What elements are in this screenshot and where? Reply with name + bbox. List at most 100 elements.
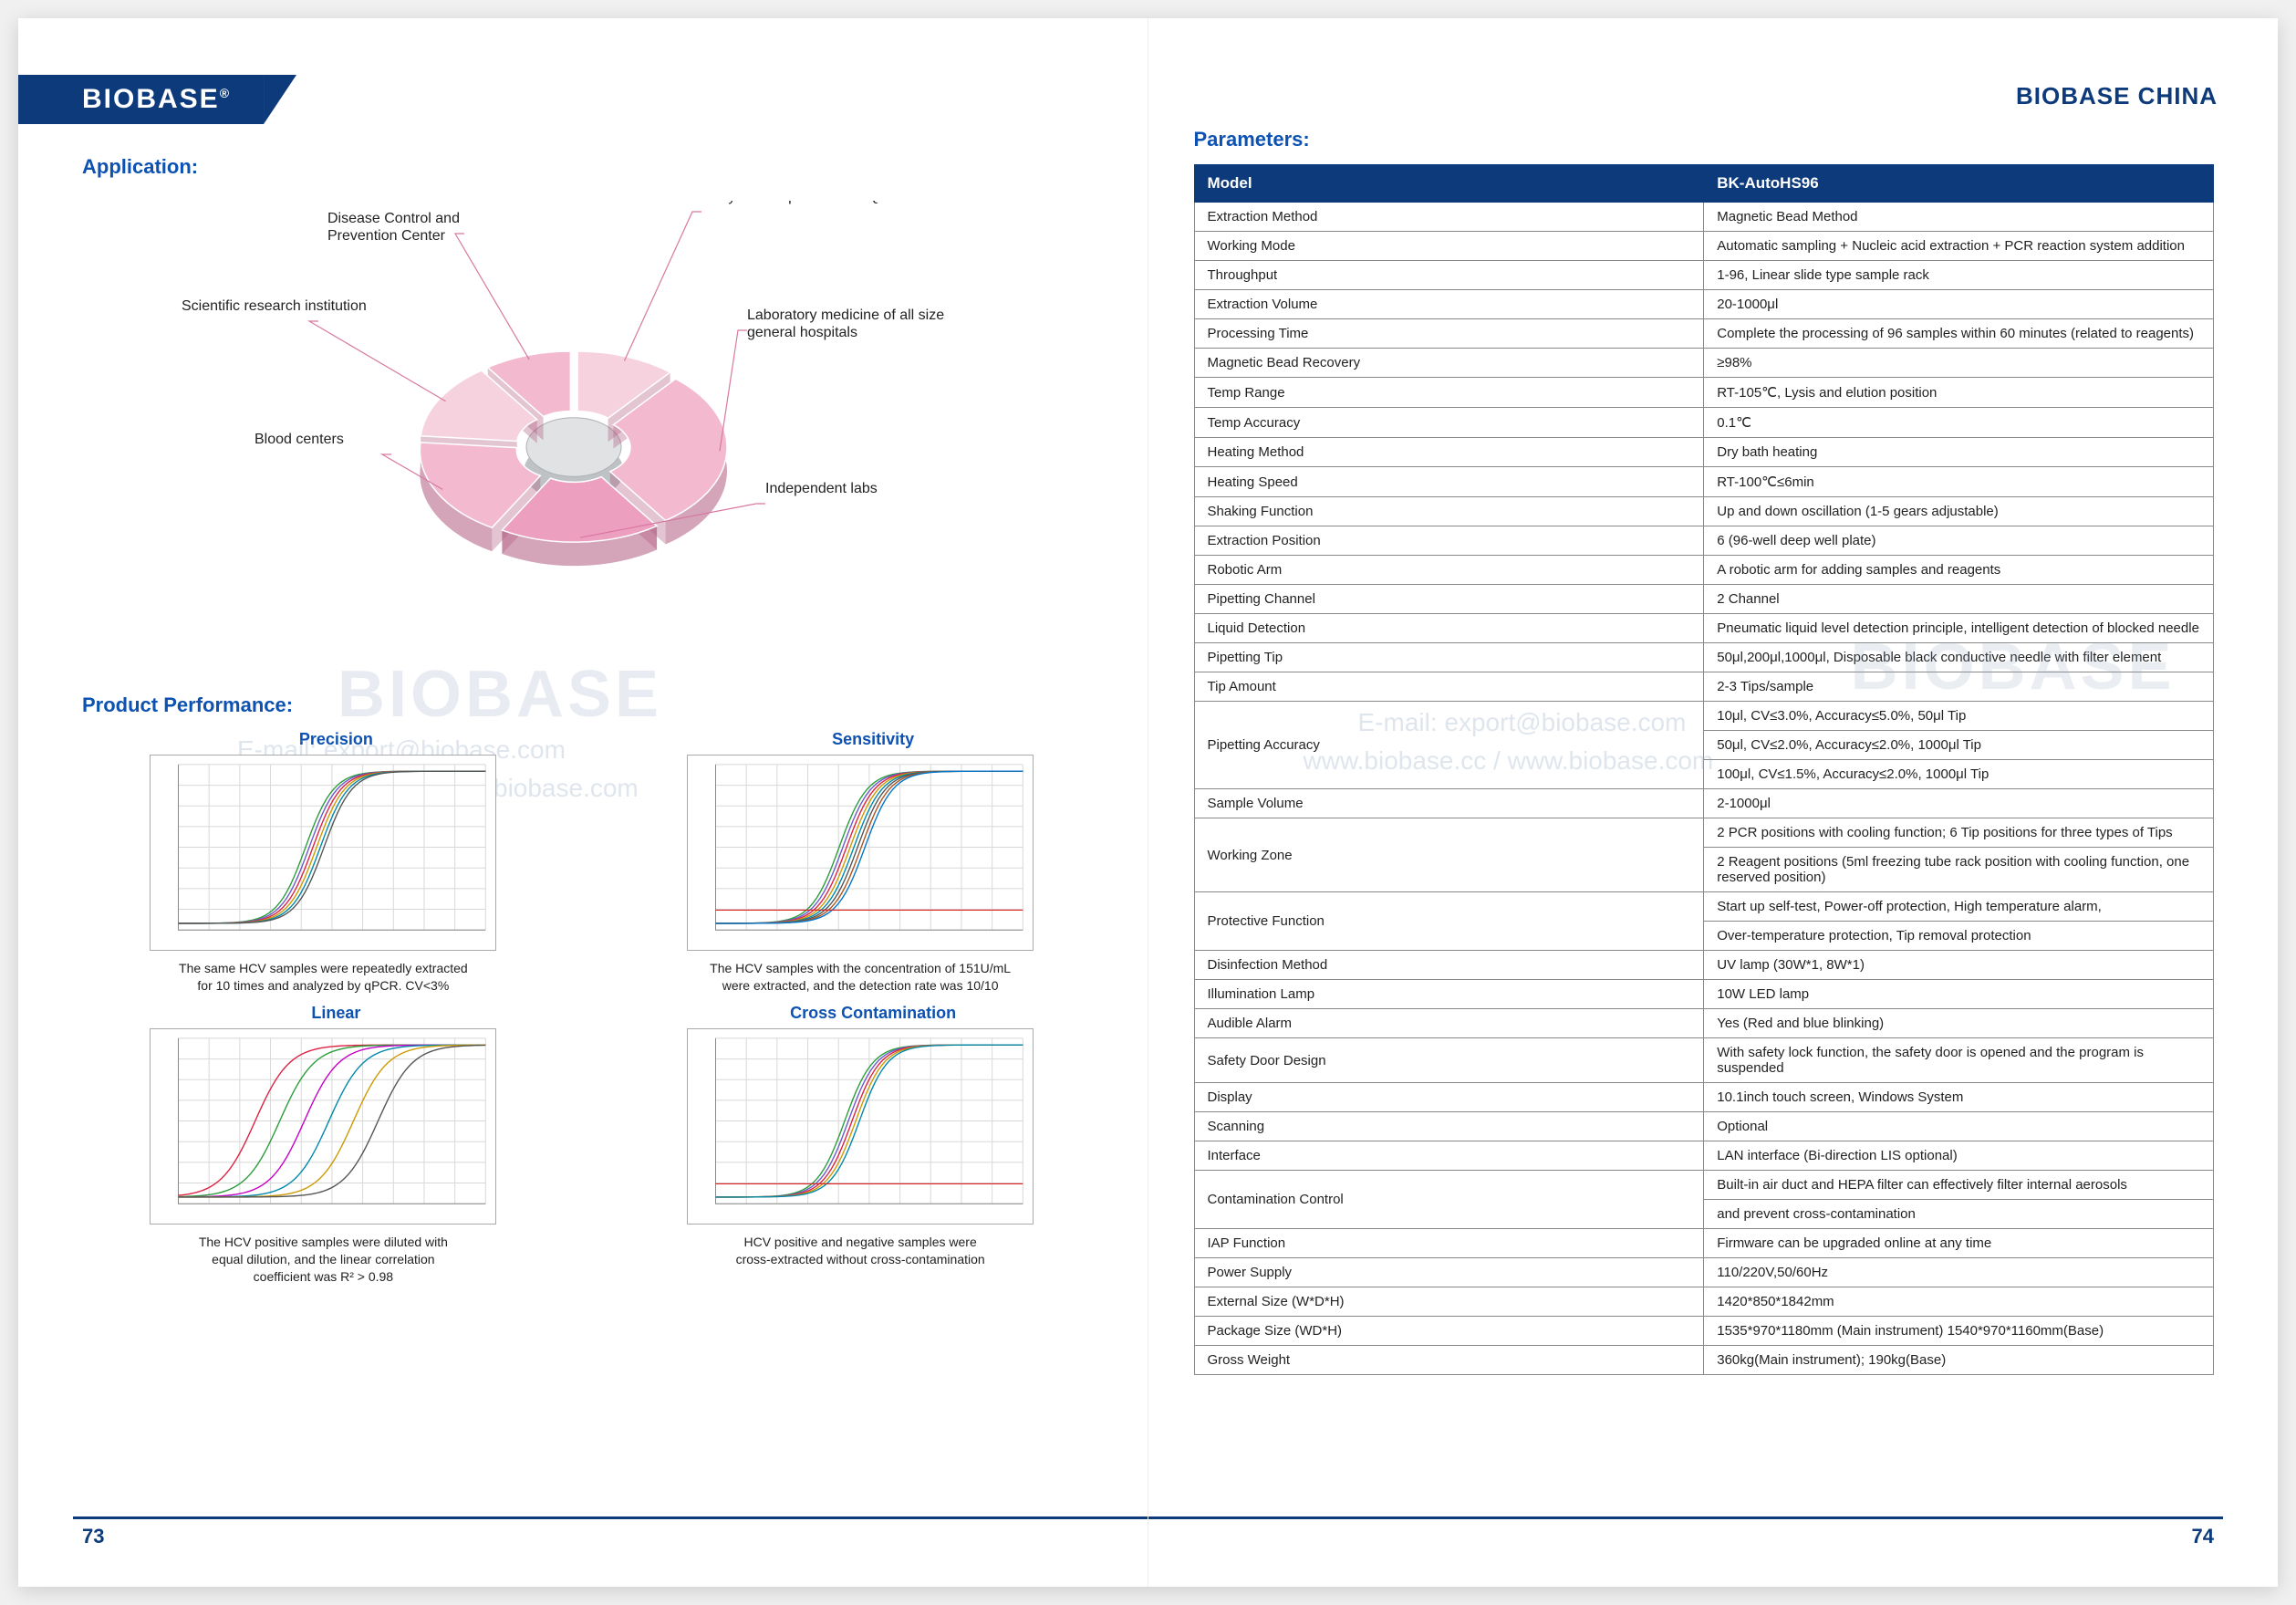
param-value: 2-3 Tips/sample: [1704, 672, 2214, 702]
svg-text:general hospitals: general hospitals: [747, 325, 857, 340]
param-value: 50μl, CV≤2.0%, Accuracy≤2.0%, 1000μl Tip: [1704, 731, 2214, 760]
param-value: Pneumatic liquid level detection princip…: [1704, 614, 2214, 643]
chart-title: Cross Contamination: [790, 1004, 956, 1023]
table-row: Robotic ArmA robotic arm for adding samp…: [1194, 556, 2214, 585]
table-row: Extraction Volume20-1000μl: [1194, 290, 2214, 319]
table-header: BK-AutoHS96: [1704, 165, 2214, 203]
table-row: Liquid DetectionPneumatic liquid level d…: [1194, 614, 2214, 643]
performance-chart: [150, 755, 496, 951]
param-name: Processing Time: [1194, 319, 1704, 349]
param-value: and prevent cross-contamination: [1704, 1200, 2214, 1229]
param-value: 360kg(Main instrument); 190kg(Base): [1704, 1346, 2214, 1375]
table-row: InterfaceLAN interface (Bi-direction LIS…: [1194, 1141, 2214, 1171]
chart-caption: The HCV samples with the concentration o…: [710, 960, 1011, 995]
table-row: Contamination ControlBuilt-in air duct a…: [1194, 1171, 2214, 1200]
param-value: Dry bath heating: [1704, 438, 2214, 467]
param-value: UV lamp (30W*1, 8W*1): [1704, 951, 2214, 980]
table-row: Working ModeAutomatic sampling + Nucleic…: [1194, 232, 2214, 261]
chart-caption: The HCV positive samples were diluted wi…: [199, 1234, 448, 1286]
table-row: Pipetting Accuracy10μl, CV≤3.0%, Accurac…: [1194, 702, 2214, 731]
param-value: 1535*970*1180mm (Main instrument) 1540*9…: [1704, 1317, 2214, 1346]
param-name: Scanning: [1194, 1112, 1704, 1141]
param-value: Built-in air duct and HEPA filter can ef…: [1704, 1171, 2214, 1200]
param-value: 1420*850*1842mm: [1704, 1287, 2214, 1317]
param-value: With safety lock function, the safety do…: [1704, 1038, 2214, 1083]
param-value: RT-100℃≤6min: [1704, 467, 2214, 497]
param-value: 0.1℃: [1704, 408, 2214, 438]
table-row: Pipetting Tip50μl,200μl,1000μl, Disposab…: [1194, 643, 2214, 672]
param-value: A robotic arm for adding samples and rea…: [1704, 556, 2214, 585]
param-value: Optional: [1704, 1112, 2214, 1141]
header-left: BIOBASE®: [18, 75, 264, 124]
page-number-right: 74: [2192, 1525, 2214, 1548]
svg-text:Laboratory medicine of all siz: Laboratory medicine of all size: [747, 307, 944, 323]
parameters-title: Parameters:: [1194, 128, 2215, 151]
param-name: Robotic Arm: [1194, 556, 1704, 585]
param-value: Automatic sampling + Nucleic acid extrac…: [1704, 232, 2214, 261]
table-row: Pipetting Channel2 Channel: [1194, 585, 2214, 614]
header-right: BIOBASE CHINA: [2016, 82, 2218, 110]
param-name: Display: [1194, 1083, 1704, 1112]
param-value: Complete the processing of 96 samples wi…: [1704, 319, 2214, 349]
footer-line-right: [1148, 1516, 2224, 1519]
param-name: Pipetting Channel: [1194, 585, 1704, 614]
table-row: Processing TimeComplete the processing o…: [1194, 319, 2214, 349]
page-number-left: 73: [82, 1525, 104, 1548]
param-name: Working Mode: [1194, 232, 1704, 261]
param-value: 2 Channel: [1704, 585, 2214, 614]
table-row: ScanningOptional: [1194, 1112, 2214, 1141]
table-row: Throughput1-96, Linear slide type sample…: [1194, 261, 2214, 290]
table-row: Working Zone2 PCR positions with cooling…: [1194, 818, 2214, 848]
performance-chart: [687, 1028, 1034, 1225]
table-row: Magnetic Bead Recovery≥98%: [1194, 349, 2214, 378]
param-name: External Size (W*D*H): [1194, 1287, 1704, 1317]
svg-text:Prevention Center: Prevention Center: [327, 228, 446, 244]
catalog-spread: BIOBASE® Application: Entry-Exit Inspect…: [18, 18, 2278, 1587]
param-name: Shaking Function: [1194, 497, 1704, 526]
param-value: Yes (Red and blue blinking): [1704, 1009, 2214, 1038]
svg-text:Independent labs: Independent labs: [765, 481, 878, 496]
param-value: Firmware can be upgraded online at any t…: [1704, 1229, 2214, 1258]
footer-line-left: [73, 1516, 1148, 1519]
param-value: 10W LED lamp: [1704, 980, 2214, 1009]
table-row: Package Size (WD*H)1535*970*1180mm (Main…: [1194, 1317, 2214, 1346]
param-name: Contamination Control: [1194, 1171, 1704, 1229]
param-value: 1-96, Linear slide type sample rack: [1704, 261, 2214, 290]
page-left: BIOBASE® Application: Entry-Exit Inspect…: [18, 18, 1148, 1587]
param-name: Temp Accuracy: [1194, 408, 1704, 438]
table-row: Safety Door DesignWith safety lock funct…: [1194, 1038, 2214, 1083]
param-name: Working Zone: [1194, 818, 1704, 892]
param-value: Start up self-test, Power-off protection…: [1704, 892, 2214, 922]
param-name: Tip Amount: [1194, 672, 1704, 702]
application-pie: Entry-Exit Inspection and Quarantine Bur…: [82, 192, 1102, 684]
table-row: Gross Weight360kg(Main instrument); 190k…: [1194, 1346, 2214, 1375]
performance-block: Product Performance: PrecisionThe same H…: [82, 693, 1102, 1285]
param-value: 10μl, CV≤3.0%, Accuracy≤5.0%, 50μl Tip: [1704, 702, 2214, 731]
param-name: Heating Method: [1194, 438, 1704, 467]
left-content: Application: Entry-Exit Inspection and Q…: [82, 155, 1102, 1486]
parameters-table: ModelBK-AutoHS96Extraction MethodMagneti…: [1194, 164, 2215, 1375]
param-value: 2 PCR positions with cooling function; 6…: [1704, 818, 2214, 848]
table-header: Model: [1194, 165, 1704, 203]
param-value: 110/220V,50/60Hz: [1704, 1258, 2214, 1287]
param-name: Illumination Lamp: [1194, 980, 1704, 1009]
param-name: Liquid Detection: [1194, 614, 1704, 643]
param-value: 2-1000μl: [1704, 789, 2214, 818]
application-title: Application:: [82, 155, 1102, 179]
param-value: 2 Reagent positions (5ml freezing tube r…: [1704, 848, 2214, 892]
param-name: Extraction Position: [1194, 526, 1704, 556]
param-value: 20-1000μl: [1704, 290, 2214, 319]
param-name: Power Supply: [1194, 1258, 1704, 1287]
chart-caption: HCV positive and negative samples werecr…: [736, 1234, 985, 1268]
param-name: IAP Function: [1194, 1229, 1704, 1258]
param-name: Package Size (WD*H): [1194, 1317, 1704, 1346]
brand-logo-text: BIOBASE: [82, 84, 220, 114]
table-row: Disinfection MethodUV lamp (30W*1, 8W*1): [1194, 951, 2214, 980]
svg-text:Entry-Exit Inspection and Quar: Entry-Exit Inspection and Quarantine Bur…: [701, 201, 992, 204]
table-row: Shaking FunctionUp and down oscillation …: [1194, 497, 2214, 526]
param-value: ≥98%: [1704, 349, 2214, 378]
param-value: 100μl, CV≤1.5%, Accuracy≤2.0%, 1000μl Ti…: [1704, 760, 2214, 789]
param-name: Sample Volume: [1194, 789, 1704, 818]
table-row: Display10.1inch touch screen, Windows Sy…: [1194, 1083, 2214, 1112]
performance-chart: [687, 755, 1034, 951]
